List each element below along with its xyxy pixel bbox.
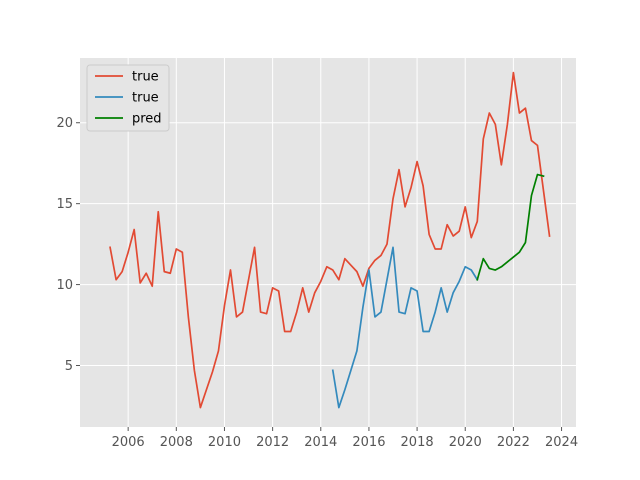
x-tick-label: 2022 [497,435,530,450]
x-tick-label: 2018 [401,435,434,450]
legend-label-0: true [132,70,159,85]
x-tick-label: 2012 [256,435,289,450]
y-tick-label: 20 [56,116,73,131]
x-tick-label: 2014 [304,435,337,450]
x-tick-label: 2020 [449,435,482,450]
legend-box [86,64,170,132]
y-axis-ticks: 5 10 15 20 [56,116,80,374]
y-tick-label: 15 [56,197,73,212]
x-tick-label: 2024 [545,435,578,450]
series-line-0-true [109,71,551,409]
x-tick-label: 2016 [352,435,385,450]
legend-label-2: pred [132,112,162,127]
x-tick-label: 2008 [160,435,193,450]
x-tick-label: 2010 [208,435,241,450]
y-tick-label: 5 [65,359,73,374]
series-line-1-true [331,246,479,409]
y-tick-label: 10 [56,278,73,293]
x-tick-label: 2006 [112,435,145,450]
gridlines [80,58,576,427]
legend-items: true true pred [95,70,162,127]
legend: true true pred [86,64,170,132]
series-layer [109,71,551,409]
series-line-2-pred [476,173,545,281]
x-axis-ticks: 2006 2008 2010 2012 2014 2016 2018 2020 2022 2024 [112,427,578,450]
legend-label-1: true [132,91,159,106]
